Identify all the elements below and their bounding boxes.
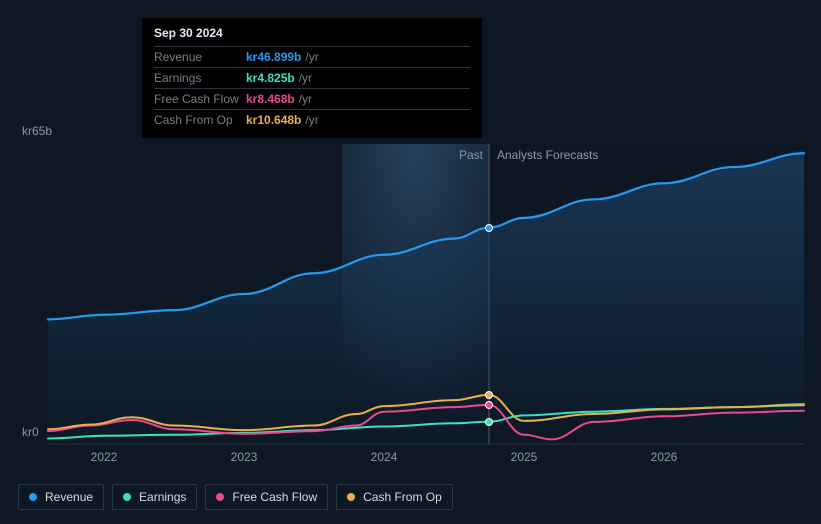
x-axis-label: 2024 — [371, 450, 398, 464]
tooltip-row-value: kr8.468b — [246, 92, 295, 106]
tooltip-row-value: kr46.899b — [246, 50, 301, 64]
legend-item-label: Revenue — [45, 490, 93, 504]
tooltip-row: Earningskr4.825b/yr — [154, 67, 470, 88]
x-axis-label: 2022 — [91, 450, 118, 464]
chart-marker-earnings — [485, 418, 493, 426]
tooltip-row-label: Cash From Op — [154, 113, 246, 127]
chart-legend: Revenue Earnings Free Cash Flow Cash From O… — [18, 484, 453, 510]
x-axis-label: 2025 — [511, 450, 538, 464]
tooltip-row-unit: /yr — [305, 50, 318, 64]
legend-item-label: Free Cash Flow — [232, 490, 317, 504]
legend-item-revenue[interactable]: Revenue — [18, 484, 104, 510]
tooltip-row-unit: /yr — [305, 113, 318, 127]
chart-marker-fcf — [485, 401, 493, 409]
legend-dot-icon — [216, 493, 224, 501]
legend-item-cash-from-op[interactable]: Cash From Op — [336, 484, 453, 510]
tooltip-row-value: kr4.825b — [246, 71, 295, 85]
legend-item-free-cash-flow[interactable]: Free Cash Flow — [205, 484, 328, 510]
tooltip-row-unit: /yr — [299, 92, 312, 106]
legend-dot-icon — [123, 493, 131, 501]
tooltip-row: Revenuekr46.899b/yr — [154, 46, 470, 67]
tooltip-date: Sep 30 2024 — [154, 26, 470, 40]
chart-container: Sep 30 2024 Revenuekr46.899b/yrEarningsk… — [0, 0, 821, 524]
region-label-past: Past — [459, 148, 483, 162]
x-axis-label: 2026 — [651, 450, 678, 464]
region-label-forecast: Analysts Forecasts — [497, 148, 598, 162]
chart-marker-revenue — [485, 224, 493, 232]
x-axis-label: 2023 — [231, 450, 258, 464]
tooltip-row: Free Cash Flowkr8.468b/yr — [154, 88, 470, 109]
tooltip-row: Cash From Opkr10.648b/yr — [154, 109, 470, 130]
chart-tooltip: Sep 30 2024 Revenuekr46.899b/yrEarningsk… — [142, 18, 482, 138]
tooltip-row-unit: /yr — [299, 71, 312, 85]
chart-marker-cfo — [485, 391, 493, 399]
legend-item-label: Earnings — [139, 490, 186, 504]
legend-dot-icon — [29, 493, 37, 501]
legend-item-earnings[interactable]: Earnings — [112, 484, 197, 510]
tooltip-row-label: Free Cash Flow — [154, 92, 246, 106]
tooltip-row-label: Earnings — [154, 71, 246, 85]
legend-item-label: Cash From Op — [363, 490, 442, 504]
tooltip-row-label: Revenue — [154, 50, 246, 64]
legend-dot-icon — [347, 493, 355, 501]
tooltip-row-value: kr10.648b — [246, 113, 301, 127]
